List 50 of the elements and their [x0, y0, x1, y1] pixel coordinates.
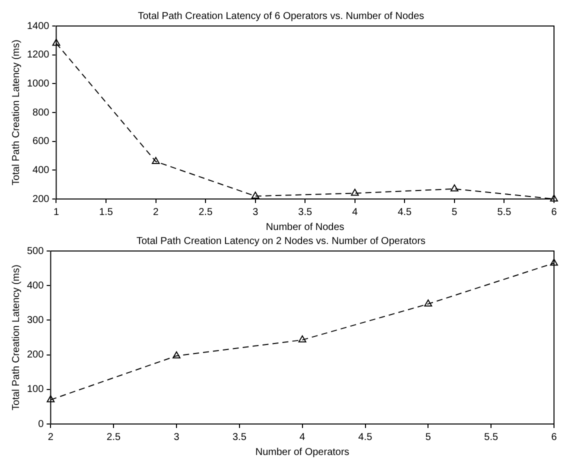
point [298, 335, 306, 342]
point [251, 192, 260, 199]
x-tick-label: 3.5 [298, 206, 313, 218]
x-tick-label: 2 [48, 432, 54, 443]
point [46, 395, 55, 402]
chart-title: Total Path Creation Latency of 6 Operators vs. Number of Nodes [138, 10, 424, 22]
x-tick-label: 6 [551, 206, 558, 218]
x-axis-title: Number of Operators [255, 446, 350, 458]
x-tick-label: 5 [452, 206, 458, 218]
x-axis-title: Number of Nodes [266, 222, 344, 233]
point [52, 38, 60, 46]
chart-title: Total Path Creation Latency on 2 Nodes vs. Number of Operators [136, 236, 426, 247]
y-tick-label: 400 [32, 164, 50, 176]
x-tick-label: 4 [300, 432, 306, 443]
point [152, 157, 160, 164]
y-tick-label: 100 [26, 384, 44, 396]
x-tick-label: 4.5 [398, 206, 412, 218]
point [350, 188, 359, 196]
point [172, 351, 180, 358]
y-tick-label: 1000 [26, 78, 50, 90]
y-tick-label: 200 [26, 350, 44, 361]
x-tick-label: 4.5 [358, 432, 373, 443]
x-tick-label: 2.5 [198, 206, 213, 218]
x-tick-label: 1 [53, 206, 60, 218]
y-tick-label: 0 [38, 418, 44, 430]
point [450, 184, 458, 192]
x-tick-label: 5.5 [497, 206, 512, 218]
point [550, 194, 558, 202]
x-tick-label: 1.5 [99, 206, 114, 218]
x-tick-label: 6 [551, 432, 558, 443]
x-tick-label: 3.5 [232, 432, 247, 443]
y-tick-label: 400 [26, 280, 44, 292]
x-tick-label: 3 [174, 432, 180, 443]
x-tick-label: 5 [425, 432, 432, 443]
point [550, 258, 558, 266]
y-tick-label: 1200 [26, 50, 50, 61]
y-tick-label: 500 [26, 246, 44, 257]
x-tick-label: 3 [252, 206, 259, 218]
x-tick-label: 2 [153, 206, 160, 218]
y-tick-label: 600 [32, 136, 50, 148]
y-tick-label: 300 [26, 314, 44, 326]
x-tick-label: 4 [352, 206, 358, 218]
x-tick-label: 5.5 [484, 432, 498, 443]
y-axis-title: Total Path Creation Latency (ms) [10, 264, 22, 410]
point [424, 299, 432, 306]
y-tick-label: 200 [32, 194, 50, 205]
x-tick-label: 2.5 [106, 432, 121, 443]
y-axis-title: Total Path Creation Latency (ms) [10, 40, 22, 186]
y-tick-label: 1400 [26, 20, 50, 32]
y-tick-label: 800 [32, 107, 50, 118]
